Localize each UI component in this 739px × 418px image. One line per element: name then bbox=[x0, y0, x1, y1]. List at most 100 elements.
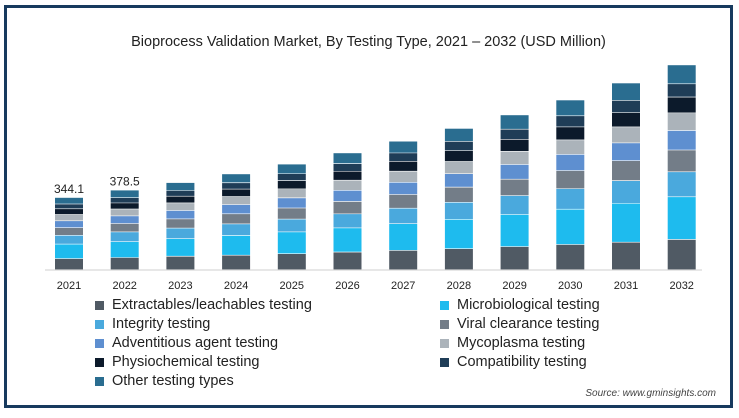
bar-segment bbox=[556, 170, 585, 189]
bar-segment bbox=[667, 239, 696, 270]
bar-segment bbox=[166, 219, 195, 228]
legend-swatch bbox=[440, 300, 449, 310]
bar-segment bbox=[389, 161, 418, 171]
bar-segment bbox=[333, 171, 362, 180]
bar-segment bbox=[389, 141, 418, 153]
bar-segment bbox=[444, 141, 473, 151]
bar-segment bbox=[110, 223, 139, 232]
legend-item: Microbiological testing bbox=[440, 295, 600, 315]
bar-segment bbox=[277, 174, 306, 181]
bar-segment bbox=[333, 180, 362, 190]
bar-segment bbox=[166, 238, 195, 256]
bar-segment bbox=[277, 219, 306, 232]
bar-segment bbox=[333, 190, 362, 202]
bar-segment bbox=[222, 183, 251, 189]
bar-segment bbox=[333, 153, 362, 164]
legend-swatch bbox=[95, 338, 104, 348]
bar-segment bbox=[667, 172, 696, 197]
bar-segment bbox=[222, 189, 251, 197]
bar-segment bbox=[55, 235, 83, 244]
bar-segment bbox=[166, 256, 195, 270]
bar-segment bbox=[222, 174, 251, 183]
bar-segment bbox=[556, 209, 585, 245]
bar-segment bbox=[556, 140, 585, 155]
bar-segment bbox=[500, 246, 529, 270]
bar-segment bbox=[277, 208, 306, 219]
legend-label: Other testing types bbox=[112, 373, 234, 389]
legend-item: Extractables/leachables testing bbox=[95, 295, 312, 315]
bar-segment bbox=[110, 241, 139, 258]
bar-segment bbox=[612, 242, 640, 270]
bar-segment bbox=[166, 228, 195, 239]
bar-segment bbox=[444, 219, 473, 249]
bar-segment bbox=[612, 143, 640, 161]
bar-segment bbox=[277, 232, 306, 254]
bar-segment bbox=[222, 214, 251, 224]
bar-segment bbox=[500, 164, 529, 179]
bar-segment bbox=[444, 187, 473, 202]
bar-segment bbox=[55, 209, 83, 215]
bar-segment bbox=[389, 182, 418, 195]
bar-segment bbox=[110, 190, 139, 198]
bar-segment bbox=[389, 250, 418, 270]
bar-segment bbox=[166, 203, 195, 211]
bar-segment bbox=[333, 252, 362, 270]
bar-segment bbox=[222, 235, 251, 255]
bar-segment bbox=[277, 181, 306, 189]
bar-segment bbox=[277, 164, 306, 174]
legend-swatch bbox=[95, 376, 104, 386]
bar-segment bbox=[667, 113, 696, 131]
bar-segment bbox=[55, 214, 83, 221]
bar-segment bbox=[500, 129, 529, 139]
bar-segment bbox=[389, 208, 418, 224]
bar-segment bbox=[500, 214, 529, 247]
bar-segment bbox=[500, 115, 529, 129]
source-note: Source: www.gminsights.com bbox=[585, 388, 716, 399]
bar-segment bbox=[333, 201, 362, 214]
bar-segment bbox=[333, 164, 362, 171]
bar-segment bbox=[667, 97, 696, 113]
bar-segment bbox=[612, 161, 640, 181]
legend-item: Viral clearance testing bbox=[440, 314, 599, 334]
legend-swatch bbox=[95, 357, 104, 367]
bar-segment bbox=[444, 202, 473, 219]
bar-segment bbox=[222, 224, 251, 236]
x-tick-label: 2028 bbox=[447, 280, 471, 292]
legend-item: Mycoplasma testing bbox=[440, 333, 585, 353]
x-tick-label: 2021 bbox=[57, 280, 81, 292]
bar-segment bbox=[110, 257, 139, 270]
legend-item: Other testing types bbox=[95, 371, 234, 391]
bar-segment bbox=[277, 198, 306, 208]
bar-segment bbox=[389, 153, 418, 161]
x-tick-label: 2026 bbox=[335, 280, 359, 292]
bar-segment bbox=[277, 189, 306, 198]
bar-segment bbox=[110, 232, 139, 242]
bar-segment bbox=[110, 198, 139, 203]
legend-label: Viral clearance testing bbox=[457, 316, 600, 332]
legend-item: Integrity testing bbox=[95, 314, 210, 334]
legend-label: Microbiological testing bbox=[457, 297, 600, 313]
bar-segment bbox=[166, 182, 195, 191]
x-tick-label: 2031 bbox=[614, 280, 638, 292]
legend-label: Adventitious agent testing bbox=[112, 335, 279, 351]
bar-segment bbox=[55, 244, 83, 259]
bar-segment bbox=[444, 128, 473, 142]
bar-segment bbox=[110, 216, 139, 224]
bar-segment bbox=[222, 204, 251, 214]
x-tick-label: 2022 bbox=[112, 280, 136, 292]
bar-segment bbox=[166, 196, 195, 203]
bar-segment bbox=[389, 194, 418, 208]
bar-segment bbox=[444, 150, 473, 162]
bar-segment bbox=[500, 195, 529, 215]
bar-segment bbox=[55, 228, 83, 235]
bar-segment bbox=[667, 65, 696, 84]
legend-label: Compatibility testing bbox=[457, 354, 587, 370]
bar-segment bbox=[444, 161, 473, 174]
x-tick-label: 2024 bbox=[224, 280, 248, 292]
legend-label: Physiochemical testing bbox=[112, 354, 260, 370]
legend-item: Adventitious agent testing bbox=[95, 333, 278, 353]
bar-segment bbox=[556, 116, 585, 127]
bar-segment bbox=[500, 139, 529, 151]
bar-segment bbox=[333, 214, 362, 228]
bar-segment bbox=[612, 112, 640, 127]
